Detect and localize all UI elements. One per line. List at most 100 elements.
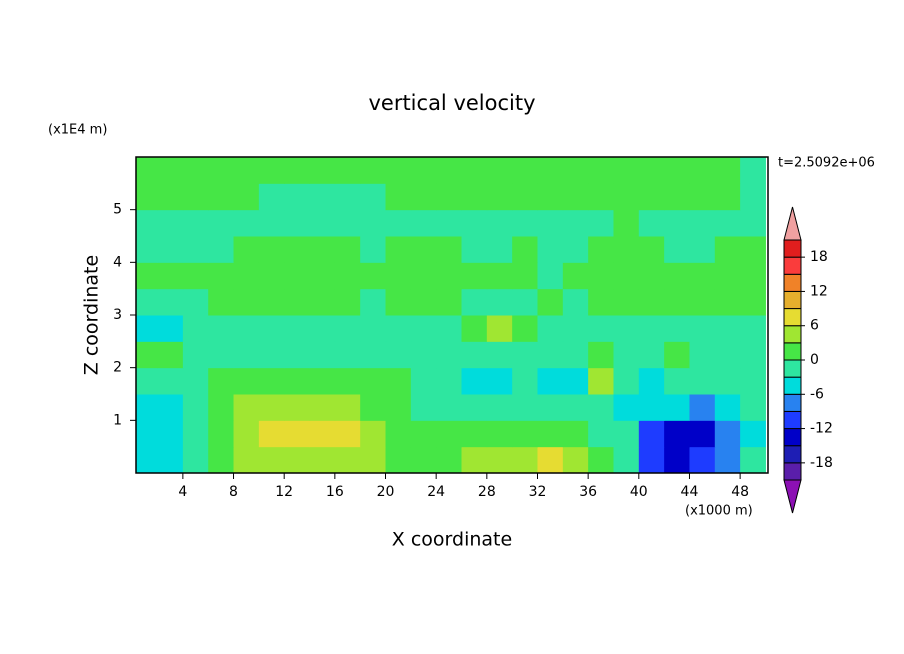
cell <box>486 262 513 290</box>
cell <box>714 446 741 474</box>
cell <box>360 262 387 290</box>
cell <box>410 209 437 237</box>
cell <box>385 288 412 316</box>
cell <box>613 183 640 211</box>
cell <box>714 288 741 316</box>
cell <box>537 394 564 421</box>
cell <box>157 236 184 263</box>
x-tick-label: 40 <box>630 484 648 500</box>
cell <box>714 315 741 342</box>
cell <box>157 288 184 316</box>
cell <box>664 420 690 448</box>
cell <box>284 288 311 316</box>
cell <box>613 420 640 448</box>
cell <box>208 288 235 316</box>
cell <box>689 315 716 342</box>
cell <box>588 446 614 474</box>
cell <box>689 262 716 290</box>
cell <box>486 236 513 263</box>
cell <box>461 288 488 316</box>
cell <box>461 183 488 211</box>
cell <box>689 157 716 184</box>
cell <box>284 315 311 342</box>
cell <box>360 157 387 184</box>
colorbar-high <box>783 206 802 241</box>
cell <box>461 446 488 474</box>
cell <box>309 288 336 316</box>
cell <box>360 341 387 369</box>
cell <box>486 420 513 448</box>
cell <box>233 341 260 369</box>
cell <box>360 315 387 342</box>
cell <box>182 183 209 211</box>
cell <box>309 262 336 290</box>
cell <box>740 420 766 448</box>
cell <box>436 394 462 421</box>
colorbar-box <box>783 273 802 292</box>
cell <box>714 394 741 421</box>
cell <box>309 446 336 474</box>
cell <box>461 394 488 421</box>
cell <box>613 341 640 369</box>
y-unit: (x1E4 m) <box>48 123 107 138</box>
cell <box>486 288 513 316</box>
cell <box>410 367 437 395</box>
cell <box>385 236 412 263</box>
cell <box>309 394 336 421</box>
cell <box>136 157 159 184</box>
cell <box>537 236 564 263</box>
cell <box>284 394 311 421</box>
cell <box>512 367 538 395</box>
x-tick-label: 48 <box>731 484 749 500</box>
colorbar-box <box>783 428 802 447</box>
cell <box>284 341 311 369</box>
colorbar-low <box>783 479 802 514</box>
cell <box>284 209 311 237</box>
cell <box>136 288 159 316</box>
cell <box>436 209 462 237</box>
cell <box>562 394 589 421</box>
cell <box>664 394 690 421</box>
cell <box>512 288 538 316</box>
cell <box>588 209 614 237</box>
cell <box>385 394 412 421</box>
cell <box>740 367 766 395</box>
cell <box>461 209 488 237</box>
cell <box>334 236 361 263</box>
colorbar-tick-label: -6 <box>810 386 824 402</box>
cell <box>360 288 387 316</box>
cell <box>537 209 564 237</box>
cell <box>638 157 665 184</box>
colorbar-box <box>783 462 802 481</box>
cell <box>334 157 361 184</box>
cell <box>461 367 488 395</box>
x-unit: (x1000 m) <box>685 504 753 519</box>
cell <box>360 367 387 395</box>
cell <box>512 157 538 184</box>
cell <box>208 394 235 421</box>
cell <box>410 341 437 369</box>
cell <box>562 209 589 237</box>
y-tick-label: 2 <box>113 360 122 376</box>
colorbar-box <box>783 445 802 464</box>
cell <box>334 315 361 342</box>
cell <box>740 209 766 237</box>
cell <box>157 209 184 237</box>
cell <box>258 157 285 184</box>
colorbar-box <box>783 376 802 395</box>
cell <box>136 209 159 237</box>
colorbar-box <box>783 325 802 344</box>
cell <box>486 341 513 369</box>
y-tick-label: 4 <box>113 254 122 270</box>
cell <box>208 315 235 342</box>
cell <box>258 341 285 369</box>
cell <box>461 420 488 448</box>
cell <box>258 367 285 395</box>
cell <box>182 394 209 421</box>
cell <box>613 367 640 395</box>
cell <box>562 367 589 395</box>
cell <box>410 157 437 184</box>
cell <box>537 420 564 448</box>
x-tick-label: 24 <box>427 484 445 500</box>
cell <box>385 446 412 474</box>
